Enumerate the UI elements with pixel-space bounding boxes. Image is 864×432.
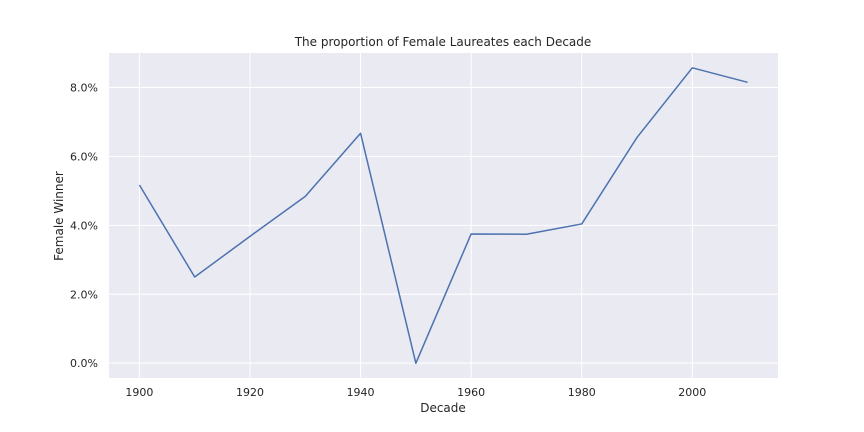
x-tick-label: 1920 bbox=[236, 386, 264, 399]
x-tick-label: 1940 bbox=[347, 386, 375, 399]
plot-background bbox=[109, 53, 778, 378]
series-layer bbox=[138, 67, 748, 364]
x-tick-label: 2000 bbox=[678, 386, 706, 399]
x-tick-label: 1960 bbox=[457, 386, 485, 399]
x-tick-labels: 1900 1920 1940 1960 1980 2000 bbox=[125, 386, 706, 399]
y-tick-label: 0.0% bbox=[70, 357, 98, 370]
chart-title: The proportion of Female Laureates each … bbox=[294, 35, 592, 49]
x-axis-label: Decade bbox=[420, 401, 466, 415]
y-tick-label: 6.0% bbox=[70, 150, 98, 163]
y-tick-label: 8.0% bbox=[70, 81, 98, 94]
y-axis-label: Female Winner bbox=[52, 171, 66, 261]
grid-lines bbox=[109, 53, 778, 378]
x-tick-label: 1980 bbox=[568, 386, 596, 399]
y-tick-label: 4.0% bbox=[70, 219, 98, 232]
y-tick-label: 2.0% bbox=[70, 288, 98, 301]
series-line bbox=[138, 67, 748, 364]
x-tick-label: 1900 bbox=[125, 386, 153, 399]
y-tick-labels: 0.0% 2.0% 4.0% 6.0% 8.0% bbox=[70, 81, 98, 370]
